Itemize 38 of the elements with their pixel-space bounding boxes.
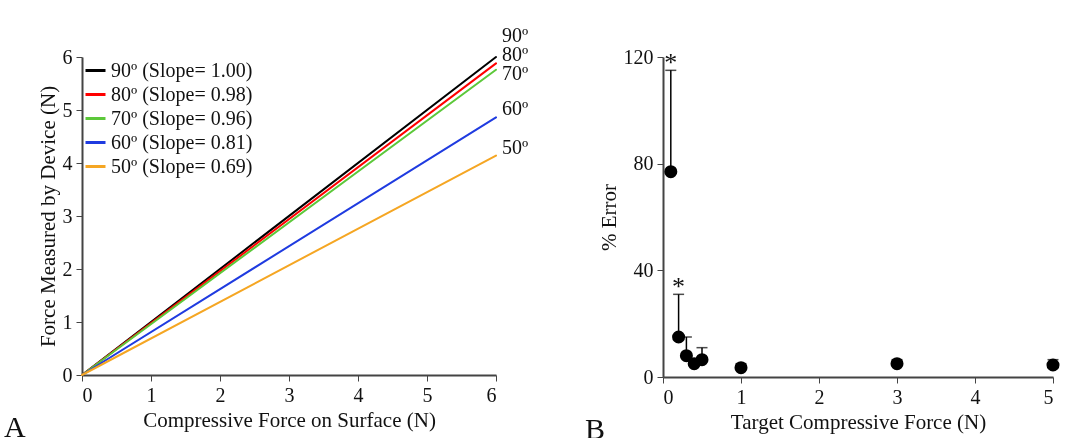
y-tick-label: 5: [62, 98, 73, 121]
text: A: [4, 410, 26, 438]
x-tick-label: 4: [353, 383, 364, 406]
y-tick-label: 4: [62, 151, 73, 174]
annotation: *: [664, 48, 678, 78]
y-axis-title: Force Measured by Device (N): [35, 85, 60, 348]
annotation: 50º: [502, 135, 529, 158]
x-tick-label: 2: [814, 385, 825, 408]
x-tick-label: 5: [1043, 385, 1054, 408]
x-axis-title: Compressive Force on Surface (N): [143, 407, 436, 432]
legend-label: 80º (Slope= 0.98): [111, 82, 253, 106]
x-tick-label: 5: [422, 383, 433, 406]
x-tick-label: 1: [146, 383, 157, 406]
x-tick-label: 2: [215, 383, 226, 406]
y-axis-title: % Error: [596, 183, 621, 252]
x-axis-title: Target Compressive Force (N): [730, 409, 987, 434]
x-tick-label: 4: [970, 385, 981, 408]
annotation: 60º: [502, 97, 529, 120]
x-tick-label: 3: [284, 383, 295, 406]
x-tick-label: 1: [736, 385, 747, 408]
legend-label: 70º (Slope= 0.96): [111, 106, 253, 130]
y-tick-label: 1: [62, 310, 73, 333]
x-tick-label: 0: [82, 383, 93, 406]
x-tick-label: 6: [486, 383, 497, 406]
legend-label: 90º (Slope= 1.00): [111, 58, 253, 82]
y-tick-label: 2: [62, 257, 73, 280]
x-tick-label: 0: [663, 385, 674, 408]
y-tick-label: 80: [633, 152, 654, 175]
y-tick-label: 120: [623, 45, 654, 68]
y-tick-label: 6: [62, 45, 73, 68]
y-tick-label: 3: [62, 204, 73, 227]
legend-label: 60º (Slope= 0.81): [111, 130, 253, 154]
y-tick-label: 40: [633, 258, 654, 281]
y-tick-label: 0: [62, 363, 73, 386]
x-tick-label: 3: [892, 385, 903, 408]
legend-label: 50º (Slope= 0.69): [111, 154, 253, 178]
annotation: *: [672, 272, 686, 302]
y-tick-label: 0: [643, 365, 654, 388]
